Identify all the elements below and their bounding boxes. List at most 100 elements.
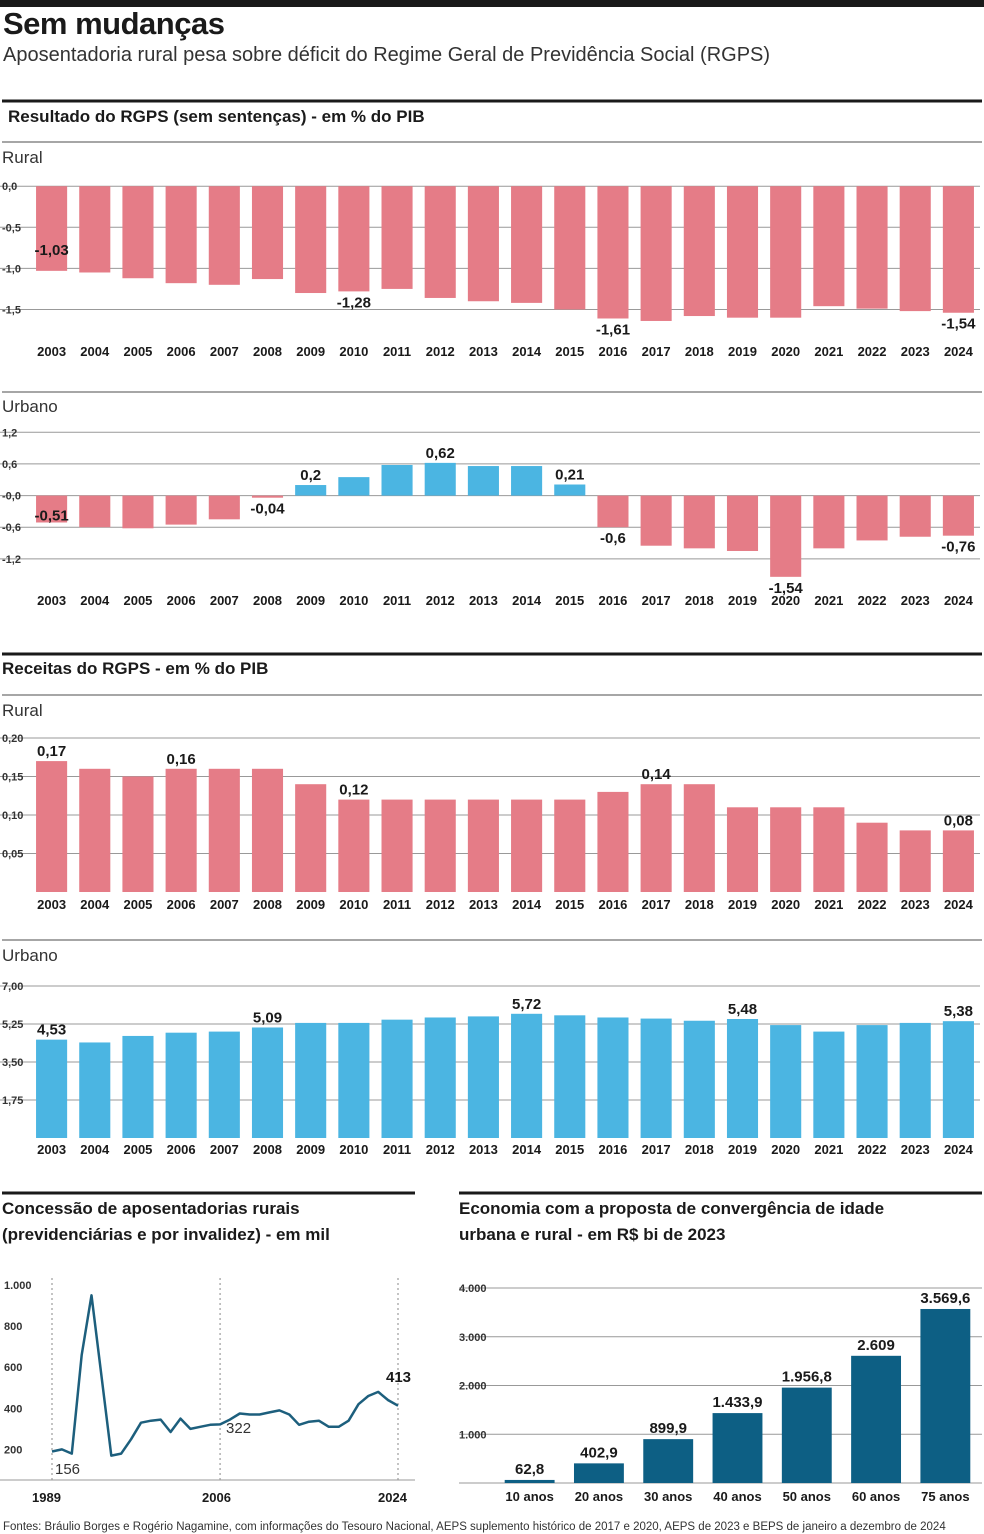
year-label-2016: 2016 [598,897,627,912]
bar-2021 [813,807,845,892]
data-label: 5,48 [728,1001,757,1018]
bar-75-anos [920,1308,971,1483]
bar-2007 [208,186,240,285]
bar-2007 [208,1031,240,1138]
bar-2003 [36,186,68,271]
year-label-2020: 2020 [771,1142,800,1157]
bar-2010 [338,799,370,892]
panel-label-resultado-rural: Rural [2,148,43,167]
bar-40-anos [712,1413,763,1483]
bar-50-anos [781,1387,832,1483]
year-label-2020: 2020 [771,593,800,608]
data-label: -1,54 [941,316,976,333]
bar-2014 [511,466,543,496]
data-label: -0,76 [941,539,975,556]
year-label-2017: 2017 [642,1142,671,1157]
year-label-2008: 2008 [253,344,282,359]
year-label-2009: 2009 [296,1142,325,1157]
bar-2017 [640,495,672,546]
data-label: 0,62 [426,445,455,462]
data-label: 0,21 [555,467,584,484]
y-tick-label: 4.000 [459,1283,487,1295]
year-label-2018: 2018 [685,593,714,608]
y-tick-label: 5,25 [2,1019,23,1031]
year-label-2006: 2006 [167,344,196,359]
bar-2012 [424,1017,456,1138]
source-note: Fontes: Bráulio Borges e Rogério Nagamin… [3,1521,946,1533]
year-label-2011: 2011 [383,344,411,359]
bar-2022 [856,186,888,309]
data-label: 62,8 [515,1461,544,1478]
bar-2012 [424,799,456,892]
concessao-title-line2: (previdenciárias e por invalidez) - em m… [2,1225,330,1244]
data-label: -1,03 [34,242,68,259]
year-label-2007: 2007 [210,593,239,608]
bar-2018 [683,784,715,892]
bar-2011 [381,464,413,496]
year-label-2005: 2005 [123,344,152,359]
year-label-2014: 2014 [512,897,542,912]
category-label: 60 anos [852,1489,900,1504]
bar-2015 [554,484,586,496]
data-label: -0,6 [600,530,626,547]
year-label-2017: 2017 [642,593,671,608]
bar-2023 [899,495,931,537]
year-label-2008: 2008 [253,593,282,608]
y-tick-label: 0,0 [2,181,17,193]
year-label-2023: 2023 [901,897,930,912]
data-label: -1,28 [337,294,371,311]
bar-2021 [813,495,845,549]
year-label-2020: 2020 [771,897,800,912]
y-tick-label: 0,05 [2,849,23,861]
bar-2014 [511,186,543,303]
year-label-2013: 2013 [469,593,498,608]
panel-label-receitas-rural: Rural [2,701,43,720]
economia-title-line1: Economia com a proposta de convergência … [459,1199,884,1218]
bar-2003 [36,1039,68,1138]
year-label-2008: 2008 [253,897,282,912]
data-label: 1.956,8 [782,1369,832,1386]
section-title-receitas: Receitas do RGPS - em % do PIB [2,659,268,678]
year-label-2022: 2022 [858,344,887,359]
bar-2023 [899,1022,931,1138]
year-label-2016: 2016 [598,344,627,359]
data-label: 413 [386,1369,411,1386]
bar-2016 [597,495,629,528]
bar-2020 [770,1025,802,1138]
chart-economia: 4.000 3.000 2.000 1.000 62,8 10 anos 402,9 20 a… [459,1283,982,1504]
year-label-2010: 2010 [339,593,368,608]
y-tick-label: 0,15 [2,772,23,784]
year-label-2023: 2023 [901,1142,930,1157]
year-label-2019: 2019 [728,344,757,359]
bar-2008 [251,1027,284,1138]
bar-2010 [338,477,370,496]
year-label-2014: 2014 [512,593,542,608]
year-label-2019: 2019 [728,897,757,912]
data-label: 0,17 [37,743,66,760]
bar-2011 [381,1019,413,1138]
bar-2008 [251,186,284,280]
bar-2011 [381,186,413,289]
year-label-2013: 2013 [469,897,498,912]
y-tick-label: 0,20 [2,733,23,745]
bar-2013 [467,799,499,892]
bar-2006 [165,186,197,284]
bar-2021 [813,1031,845,1138]
year-label-2011: 2011 [383,1142,411,1157]
year-label-2007: 2007 [210,344,239,359]
bar-2006 [165,768,197,892]
data-label: 899,9 [649,1420,687,1437]
year-label-2021: 2021 [814,897,843,912]
bar-60-anos [851,1355,902,1483]
year-label-2022: 2022 [858,1142,887,1157]
bar-2016 [597,791,629,892]
bar-2015 [554,799,586,892]
bar-2012 [424,186,456,298]
year-label-2018: 2018 [685,897,714,912]
data-label: 0,16 [167,751,196,768]
year-label-2024: 2024 [944,593,974,608]
year-label-2009: 2009 [296,593,325,608]
data-label: 0,12 [339,782,368,799]
bar-2024 [942,830,974,892]
year-label-2004: 2004 [80,897,110,912]
